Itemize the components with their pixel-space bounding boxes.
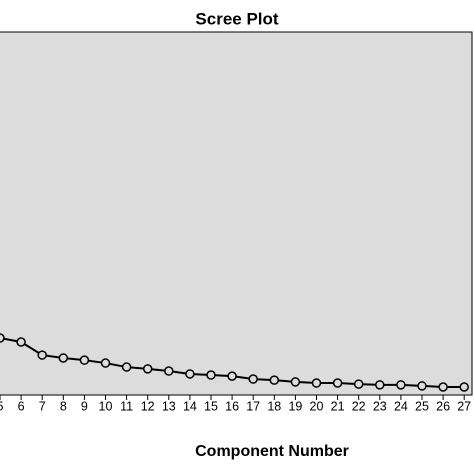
data-point xyxy=(269,375,280,385)
data-point xyxy=(248,374,258,384)
data-point xyxy=(459,382,469,392)
x-tick-label: 16 xyxy=(225,399,239,413)
chart-title: Scree Plot xyxy=(195,9,278,28)
x-tick-label: 8 xyxy=(60,399,67,413)
x-tick-label: 27 xyxy=(457,399,471,413)
data-point xyxy=(227,371,237,381)
x-tick-label: 12 xyxy=(141,399,155,413)
data-point xyxy=(375,380,385,390)
x-tick-label: 17 xyxy=(246,399,260,413)
data-point xyxy=(58,353,69,363)
data-point xyxy=(0,333,5,343)
x-axis-title: Component Number xyxy=(195,443,349,460)
data-point xyxy=(185,369,195,379)
x-tick-label: 25 xyxy=(415,399,429,413)
data-point xyxy=(311,378,322,388)
data-point xyxy=(16,337,26,347)
data-point xyxy=(438,382,448,392)
x-tick-label: 20 xyxy=(310,399,324,413)
x-tick-label: 23 xyxy=(373,399,387,413)
x-tick-label: 6 xyxy=(18,399,25,413)
data-point xyxy=(100,358,111,368)
x-tick-label: 22 xyxy=(352,399,366,413)
x-tick-label: 14 xyxy=(183,399,197,413)
x-tick-label: 7 xyxy=(39,399,46,413)
data-point xyxy=(79,355,90,365)
data-point xyxy=(290,377,301,387)
x-tick-label: 10 xyxy=(99,399,113,413)
data-point xyxy=(417,381,427,391)
data-point xyxy=(142,364,153,374)
data-point xyxy=(353,379,364,389)
data-point xyxy=(164,366,174,376)
x-tick-label: 11 xyxy=(120,399,133,413)
plot-area xyxy=(0,31,473,396)
x-tick-label: 13 xyxy=(162,399,176,413)
data-point xyxy=(37,350,47,360)
x-tick-label: 21 xyxy=(331,399,345,413)
data-point xyxy=(332,378,343,388)
data-point xyxy=(121,362,132,372)
x-tick-label: 26 xyxy=(436,399,450,413)
x-tick-label: 9 xyxy=(81,399,88,413)
data-point xyxy=(206,370,216,380)
x-tick-label: 24 xyxy=(394,399,408,413)
data-point xyxy=(396,380,406,390)
x-tick-label: 19 xyxy=(288,399,302,413)
x-tick-label: 15 xyxy=(204,399,218,413)
x-tick-label: 5 xyxy=(0,399,4,413)
x-tick-label: 18 xyxy=(267,399,281,413)
